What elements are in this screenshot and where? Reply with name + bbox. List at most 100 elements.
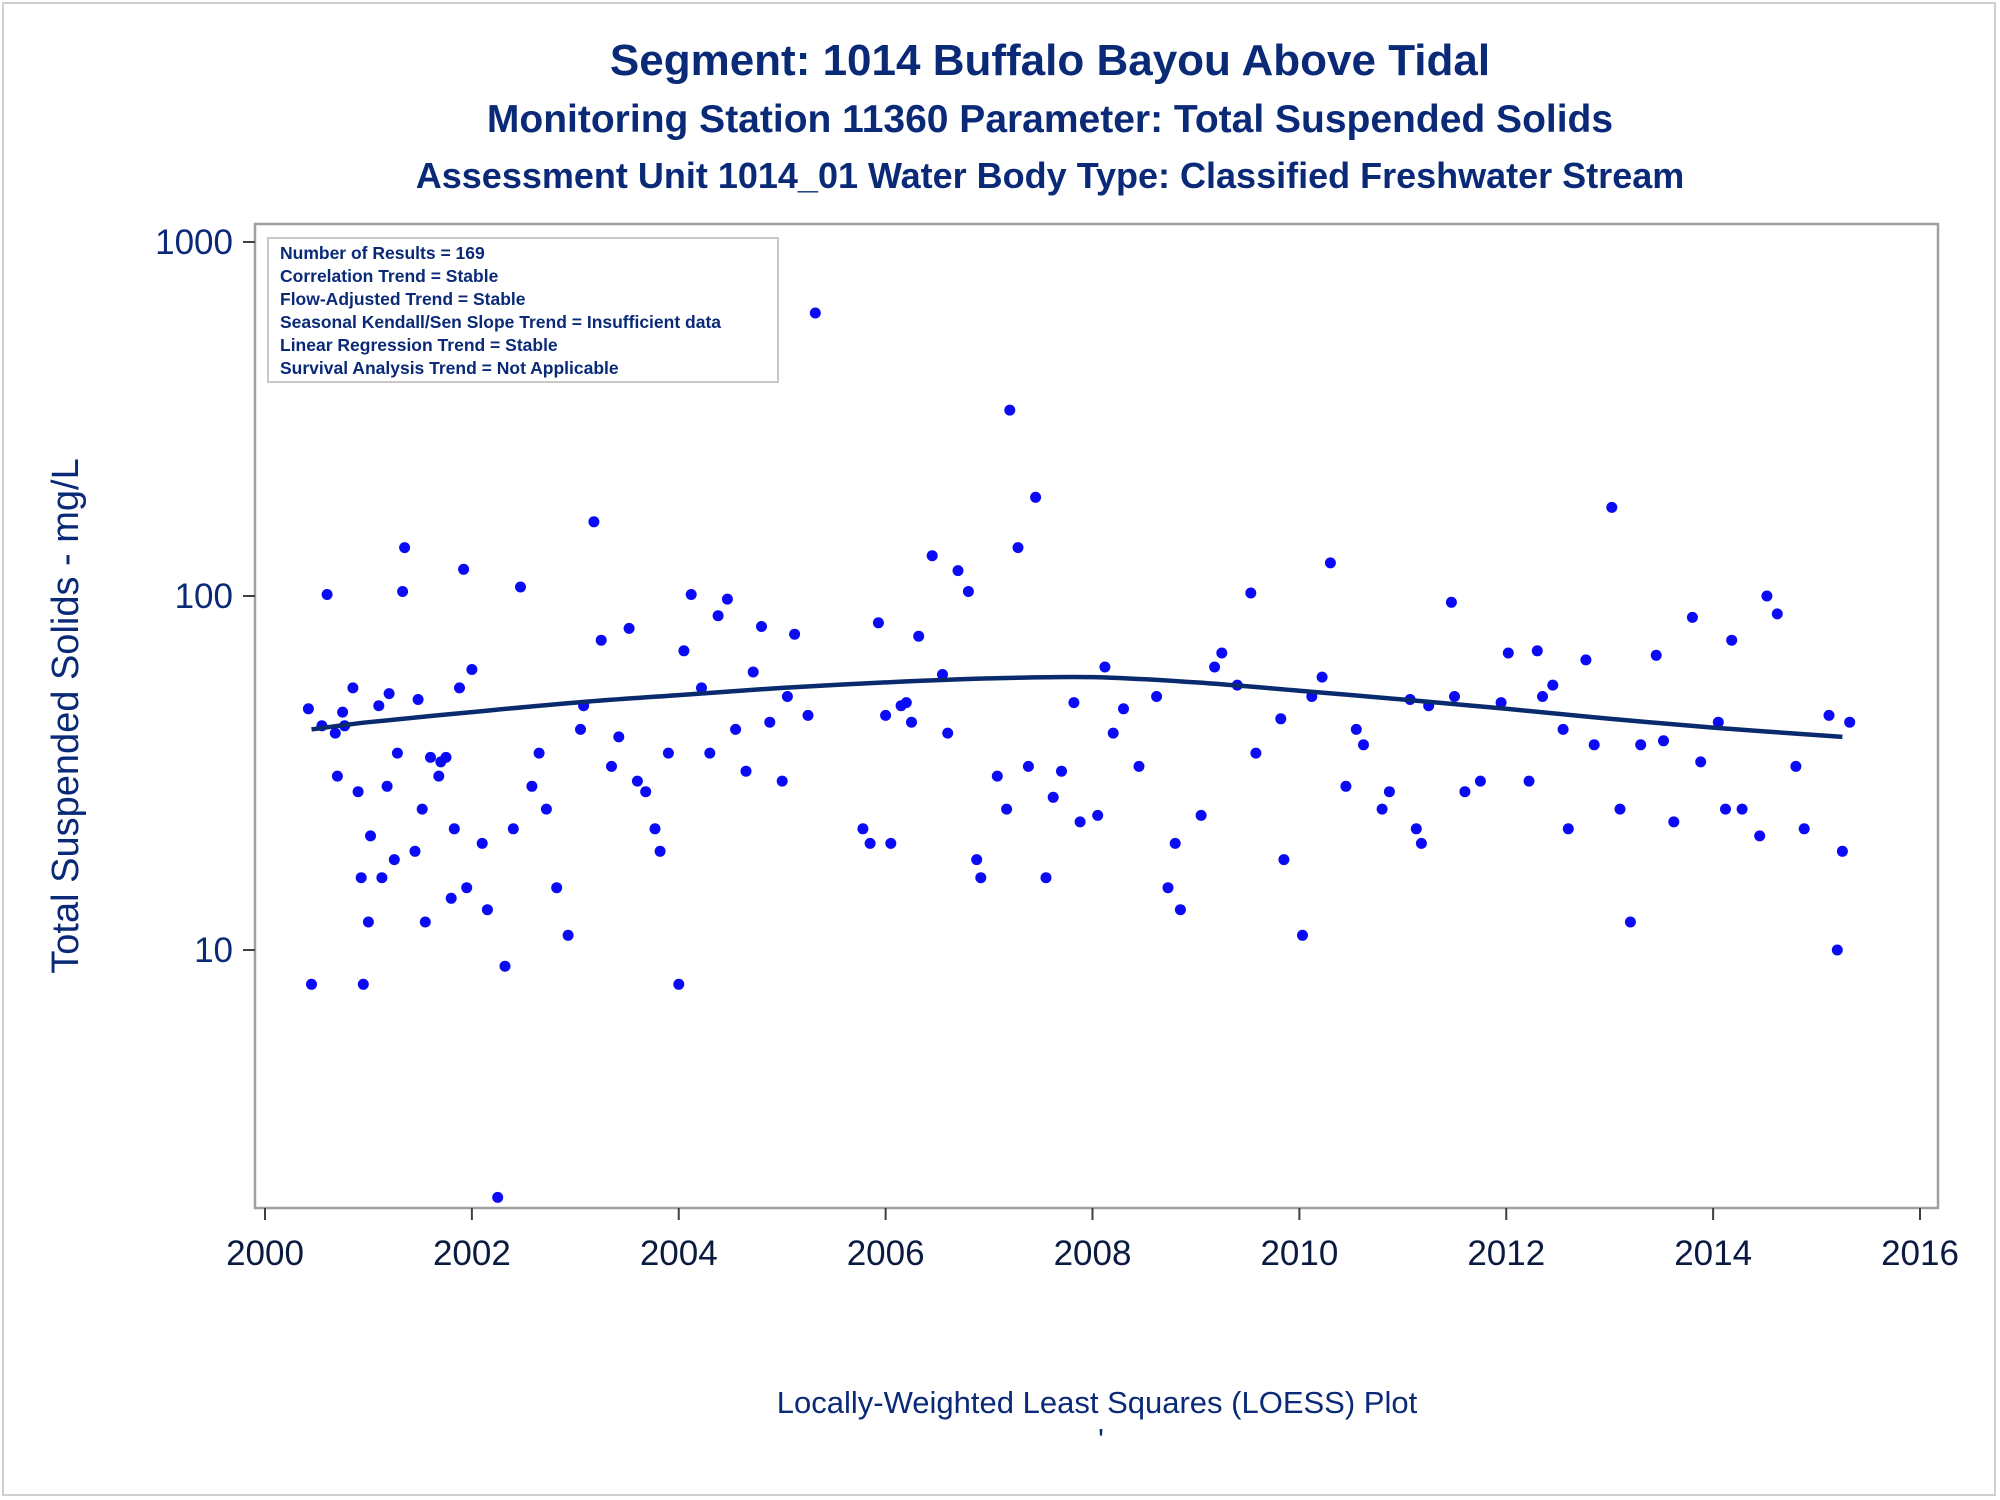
data-point-79 (880, 709, 892, 721)
data-point-17 (383, 688, 395, 700)
data-point-19 (391, 747, 403, 759)
data-point-39 (499, 960, 511, 972)
plot-area (253, 222, 1940, 1210)
data-point-57 (654, 845, 666, 857)
data-point-134 (1449, 691, 1460, 702)
data-point-146 (1588, 739, 1600, 751)
data-point-3 (321, 589, 333, 600)
data-point-152 (1658, 735, 1669, 747)
data-point-16 (381, 780, 393, 792)
data-point-5 (331, 770, 343, 782)
data-point-58 (662, 747, 674, 759)
x-tick-label-2000: 2000 (226, 1234, 304, 1273)
data-point-166 (1831, 944, 1843, 956)
loess-trend-line (311, 674, 1843, 740)
data-point-83 (906, 716, 917, 728)
data-point-112 (1195, 809, 1207, 821)
data-point-72 (781, 691, 793, 702)
x-tick-label-2012: 2012 (1467, 1234, 1545, 1273)
data-point-160 (1754, 830, 1766, 842)
data-point-6 (337, 706, 349, 718)
data-point-109 (1162, 882, 1174, 894)
data-point-10 (355, 872, 367, 884)
data-point-86 (937, 669, 948, 680)
data-point-56 (649, 823, 661, 835)
data-point-139 (1523, 775, 1535, 787)
data-point-77 (864, 837, 876, 849)
footnote: Locally-Weighted Least Squares (LOESS) P… (777, 1385, 1418, 1420)
data-point-92 (991, 770, 1003, 782)
x-tick-label-2010: 2010 (1260, 1234, 1338, 1273)
data-point-95 (1012, 542, 1024, 554)
x-tick-label-2016: 2016 (1881, 1234, 1959, 1273)
data-point-1 (306, 978, 317, 990)
data-point-159 (1736, 803, 1748, 815)
data-point-66 (730, 723, 742, 735)
data-point-60 (678, 645, 690, 657)
data-point-149 (1624, 916, 1636, 928)
data-point-46 (562, 929, 574, 941)
data-point-65 (721, 593, 733, 605)
data-point-75 (809, 307, 821, 319)
y-tick-label-1000: 1000 (155, 223, 233, 262)
data-point-168 (1844, 716, 1856, 728)
data-point-130 (1410, 823, 1422, 835)
data-point-158 (1726, 634, 1738, 646)
data-point-34 (461, 882, 473, 894)
data-point-142 (1547, 679, 1559, 691)
data-point-24 (416, 803, 428, 815)
data-point-117 (1250, 747, 1262, 759)
data-point-50 (595, 634, 607, 646)
x-tick-label-2004: 2004 (640, 1234, 718, 1273)
data-point-76 (857, 823, 869, 835)
data-point-94 (1004, 404, 1016, 416)
data-point-138 (1502, 647, 1514, 659)
data-point-44 (540, 803, 552, 815)
data-point-9 (352, 786, 364, 798)
data-point-13 (362, 916, 374, 928)
data-point-111 (1174, 904, 1186, 916)
data-point-59 (673, 978, 685, 990)
data-point-156 (1712, 716, 1724, 728)
data-point-84 (913, 630, 925, 642)
data-point-107 (1133, 760, 1145, 772)
data-point-116 (1245, 587, 1257, 599)
x-tick-label-2006: 2006 (847, 1234, 925, 1273)
data-point-144 (1562, 823, 1574, 835)
data-point-97 (1030, 491, 1042, 503)
data-point-87 (942, 727, 954, 739)
data-point-135 (1459, 786, 1471, 798)
data-point-23 (412, 694, 424, 705)
data-point-131 (1415, 837, 1427, 849)
data-point-104 (1099, 661, 1111, 673)
data-point-85 (926, 550, 938, 562)
data-point-125 (1350, 723, 1362, 735)
data-point-73 (789, 628, 801, 640)
data-point-123 (1324, 557, 1336, 569)
inset-line-correlation: Correlation Trend = Stable (280, 266, 499, 286)
inset-line-linear-regression: Linear Regression Trend = Stable (280, 335, 558, 355)
data-point-90 (971, 854, 983, 866)
data-point-150 (1635, 739, 1647, 751)
data-point-136 (1474, 775, 1486, 787)
data-point-141 (1537, 691, 1548, 702)
data-point-165 (1823, 709, 1835, 721)
data-point-102 (1074, 816, 1086, 828)
data-point-113 (1209, 661, 1221, 673)
data-point-145 (1580, 654, 1592, 666)
data-point-35 (466, 664, 478, 675)
data-point-110 (1169, 837, 1181, 849)
data-point-162 (1771, 608, 1783, 620)
data-point-4 (329, 727, 341, 739)
data-points (302, 307, 1856, 1203)
data-point-32 (454, 682, 465, 694)
data-point-103 (1092, 809, 1104, 821)
data-point-127 (1376, 803, 1388, 815)
data-point-91 (975, 872, 987, 884)
data-point-37 (481, 904, 493, 916)
data-point-106 (1118, 703, 1129, 715)
data-point-93 (1001, 803, 1013, 815)
data-point-62 (696, 682, 707, 694)
